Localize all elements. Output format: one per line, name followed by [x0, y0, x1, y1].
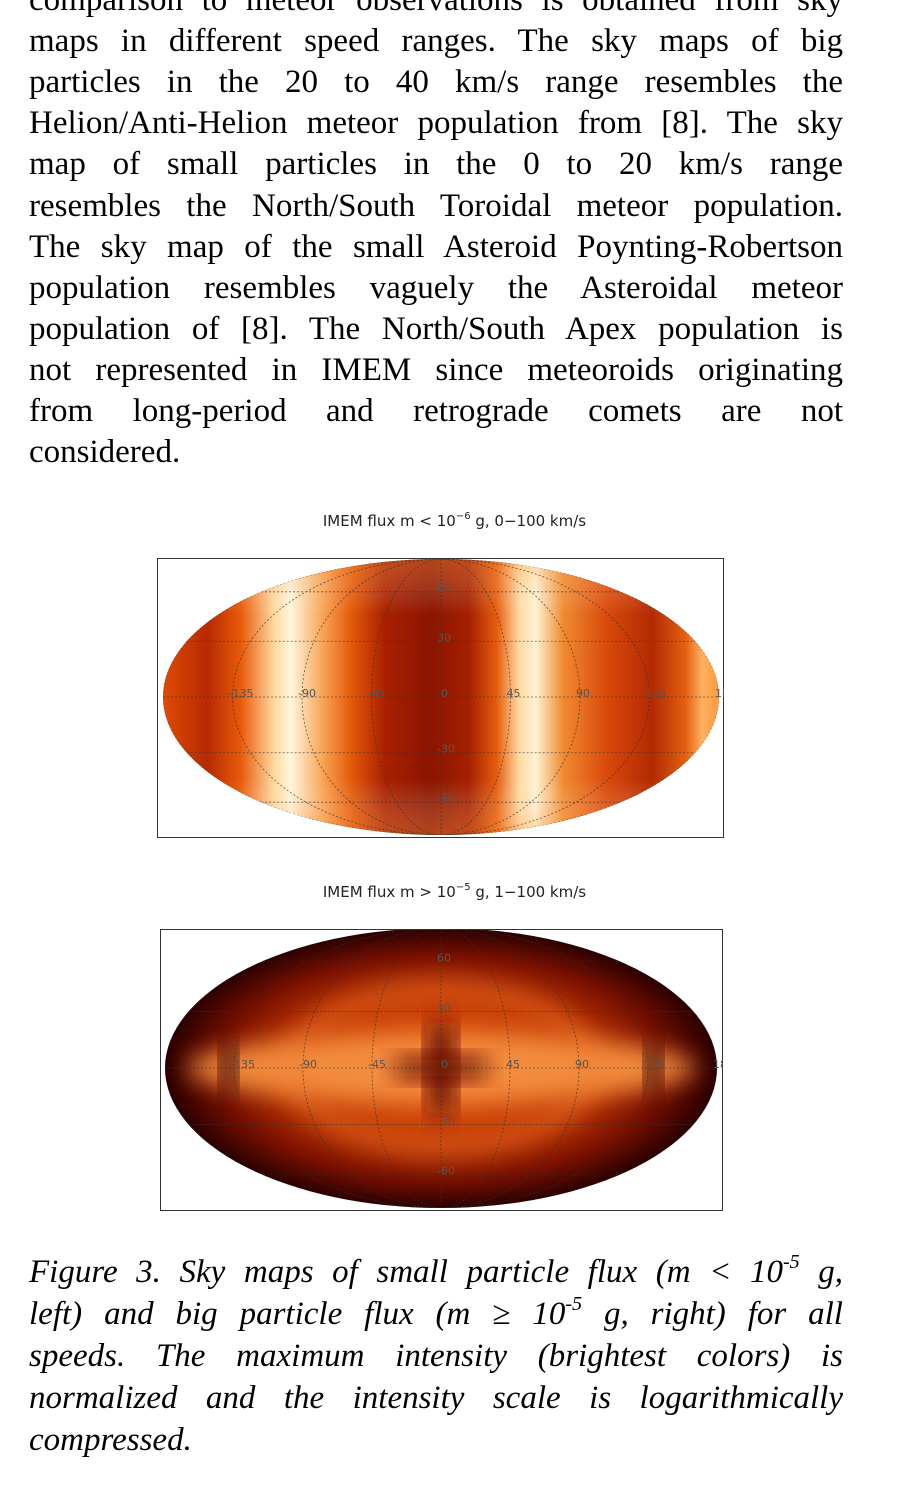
caption-line: speeds. The maximum intensity (brightest… — [29, 1336, 843, 1377]
lat-label: -30 — [437, 1115, 455, 1128]
text: g, — [799, 1254, 844, 1290]
text-line: maps in different speed ranges. The sky … — [29, 23, 843, 60]
lat-label: 30 — [437, 1001, 451, 1014]
lon-label: 45 — [506, 1058, 520, 1071]
lon-label: 135 — [644, 1058, 665, 1071]
superscript: −5 — [455, 882, 471, 893]
sky-map: -135 -90 -45 0 45 90 135 180 60 30 -30 -60 — [160, 929, 723, 1211]
text-line: considered. — [29, 434, 181, 471]
frame — [157, 558, 724, 838]
lat-label: 30 — [437, 631, 451, 644]
text: normalized and the intensity scale is lo… — [29, 1380, 843, 1416]
text: Figure 3. Sky maps of small particle flu… — [29, 1254, 783, 1290]
text: IMEM flux m > 10 — [322, 883, 456, 901]
graticule — [165, 929, 717, 1208]
lon-label: 180 — [715, 687, 724, 700]
lon-label: -45 — [368, 1058, 386, 1071]
meridian — [371, 559, 511, 835]
text-line: comparison to meteor observations is obt… — [29, 0, 843, 18]
lon-label: 0 — [441, 1058, 448, 1071]
lon-label: -90 — [298, 687, 316, 700]
superscript: -5 — [565, 1293, 583, 1315]
text: compressed. — [29, 1422, 192, 1458]
lat-label: -60 — [437, 1165, 455, 1178]
lon-label: -45 — [368, 687, 386, 700]
text: speeds. The maximum intensity (brightest… — [29, 1338, 843, 1374]
graticule — [163, 559, 719, 835]
lat-label: -60 — [437, 792, 455, 805]
lon-label: 90 — [575, 1058, 589, 1071]
text-line: Helion/Anti-Helion meteor population fro… — [29, 105, 843, 142]
text-line: map of small particles in the 0 to 20 km… — [29, 146, 843, 183]
text-line: particles in the 20 to 40 km/s range res… — [29, 64, 843, 101]
text-line: not represented in IMEM since meteoroids… — [29, 351, 843, 388]
caption-line: normalized and the intensity scale is lo… — [29, 1378, 843, 1419]
sky-map: -135 -90 -45 0 45 90 135 180 60 30 -30 -60 — [157, 558, 724, 838]
text-line: from long-period and retrograde comets a… — [29, 393, 843, 429]
labels: -135 -90 -45 0 45 90 135 180 60 30 -30 -60 — [229, 582, 725, 805]
lat-label: -30 — [437, 743, 455, 756]
lon-label: 135 — [646, 687, 667, 700]
text: g, right) for all — [582, 1296, 843, 1332]
superscript: −6 — [455, 511, 471, 522]
text-line: population of [8]. The North/South Apex … — [29, 310, 843, 347]
lon-label: -90 — [299, 1058, 317, 1071]
caption-line: Figure 3. Sky maps of small particle flu… — [29, 1252, 843, 1293]
figure-title: IMEM flux m > 10−5 g, 1−100 km/s — [0, 882, 909, 902]
superscript: -5 — [783, 1251, 800, 1273]
text: g, 1−100 km/s — [470, 883, 587, 901]
text-line: population resembles vaguely the Asteroi… — [29, 269, 843, 306]
lon-label: 90 — [576, 687, 590, 700]
lon-label: -135 — [230, 1058, 255, 1071]
figure-title: IMEM flux m < 10−6 g, 0−100 km/s — [0, 511, 909, 531]
lon-label: 45 — [507, 687, 521, 700]
lon-label: -135 — [229, 687, 254, 700]
lat-label: 60 — [437, 951, 451, 964]
frame — [160, 929, 723, 1211]
caption-line: compressed. — [29, 1420, 843, 1461]
text-line: The sky map of the small Asteroid Poynti… — [29, 228, 843, 265]
text: g, 0−100 km/s — [470, 512, 587, 530]
text-line: resembles the North/South Toroidal meteo… — [29, 187, 843, 224]
lon-label: 180 — [713, 1058, 723, 1071]
caption-line: left) and big particle flux (m ≥ 10-5 g,… — [29, 1294, 843, 1335]
text: IMEM flux m < 10 — [322, 512, 456, 530]
text: left) and big particle flux (m ≥ 10 — [29, 1296, 566, 1332]
labels: -135 -90 -45 0 45 90 135 180 60 30 -30 -60 — [230, 951, 723, 1177]
dark-l — [220, 1043, 237, 1093]
lon-label: 0 — [441, 687, 448, 700]
lat-label: 60 — [437, 582, 451, 595]
